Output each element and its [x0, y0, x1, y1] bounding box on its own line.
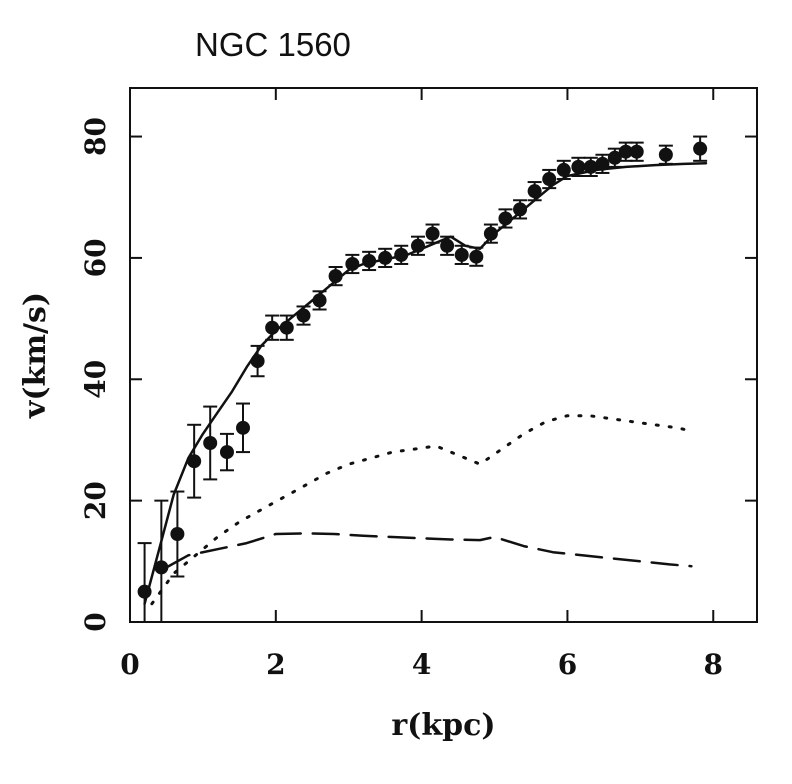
plot-frame: [129, 87, 758, 623]
data-point: [658, 144, 673, 165]
y-tick-label: 40: [79, 360, 112, 399]
point-marker: [425, 226, 440, 241]
y-tick-label: 20: [79, 481, 112, 520]
point-marker: [328, 269, 343, 284]
data-point: [527, 181, 542, 202]
x-tick-label: 8: [704, 648, 723, 681]
data-point: [542, 168, 557, 190]
data-point: [571, 156, 586, 177]
data-point: [250, 344, 265, 378]
data-point: [328, 266, 343, 287]
model-curves: [143, 161, 708, 606]
x-axis-label: r(kpc): [391, 708, 495, 743]
data-point: [154, 499, 169, 623]
data-point: [265, 314, 280, 341]
point-marker: [410, 238, 425, 253]
point-marker: [527, 184, 542, 199]
data-point: [203, 405, 218, 481]
data-point: [378, 247, 393, 269]
point-marker: [378, 250, 393, 265]
point-marker: [498, 211, 513, 226]
data-point: [236, 402, 251, 454]
data-point: [219, 432, 234, 472]
point-marker: [187, 454, 202, 469]
y-tick-label: 60: [79, 238, 112, 277]
data-point: [629, 141, 644, 162]
point-marker: [454, 247, 469, 262]
point-marker: [362, 253, 377, 268]
data-point: [498, 208, 513, 229]
point-marker: [607, 150, 622, 165]
observed-points: [137, 135, 708, 623]
x-tick-label: 4: [412, 648, 431, 681]
data-point: [187, 423, 202, 499]
point-marker: [265, 320, 280, 335]
data-point: [296, 305, 311, 326]
data-point: [469, 246, 484, 267]
data-point: [345, 253, 360, 275]
point-marker: [583, 159, 598, 174]
data-point: [394, 244, 409, 265]
series-solid-line: [143, 161, 708, 606]
data-point: [440, 235, 455, 256]
data-point: [170, 490, 185, 578]
data-point: [425, 223, 440, 244]
y-axis-label: v(km/s): [18, 292, 53, 419]
point-marker: [629, 144, 644, 159]
y-tick-label: 0: [79, 612, 112, 631]
chart-title: NGC 1560: [195, 26, 351, 63]
point-marker: [345, 256, 360, 271]
point-marker: [137, 584, 152, 599]
data-point: [483, 223, 498, 244]
data-point: [583, 156, 598, 177]
data-point: [410, 235, 425, 256]
data-point: [556, 159, 571, 181]
point-marker: [618, 144, 633, 159]
point-marker: [658, 147, 673, 162]
point-marker: [571, 159, 586, 174]
series-dotted-line: [150, 414, 693, 606]
data-point: [137, 542, 152, 623]
data-point: [362, 250, 377, 272]
point-marker: [469, 249, 484, 264]
x-tick-label: 2: [266, 648, 285, 681]
point-marker: [250, 354, 265, 369]
data-point: [693, 135, 708, 162]
point-marker: [440, 238, 455, 253]
x-tick-label: 6: [558, 648, 577, 681]
point-marker: [236, 420, 251, 435]
data-point: [279, 314, 294, 341]
x-tick-label: 0: [120, 648, 139, 681]
point-marker: [483, 226, 498, 241]
point-marker: [219, 445, 234, 460]
point-marker: [693, 141, 708, 156]
data-point: [454, 244, 469, 265]
point-marker: [595, 156, 610, 171]
point-marker: [542, 172, 557, 187]
point-marker: [203, 435, 218, 450]
point-marker: [296, 308, 311, 323]
point-marker: [556, 162, 571, 177]
point-marker: [312, 293, 327, 308]
point-marker: [154, 560, 169, 575]
data-point: [607, 147, 622, 168]
y-tick-label: 80: [79, 117, 112, 156]
point-marker: [394, 247, 409, 262]
data-point: [312, 290, 327, 311]
data-point: [513, 199, 528, 220]
point-marker: [170, 527, 185, 542]
data-point: [595, 153, 610, 174]
point-marker: [513, 202, 528, 217]
series-dashed-line: [165, 532, 693, 569]
point-marker: [279, 320, 294, 335]
